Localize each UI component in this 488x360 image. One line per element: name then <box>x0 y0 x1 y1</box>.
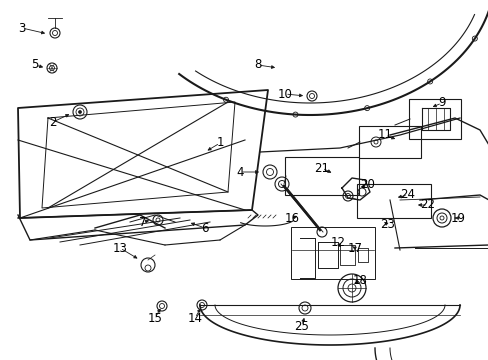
Text: 15: 15 <box>147 311 162 324</box>
Text: 4: 4 <box>236 166 243 179</box>
Text: 23: 23 <box>380 219 395 231</box>
Circle shape <box>79 111 81 113</box>
Text: 7: 7 <box>139 216 146 229</box>
Text: 20: 20 <box>360 179 375 192</box>
Text: 16: 16 <box>284 211 299 225</box>
Text: 17: 17 <box>347 242 362 255</box>
Text: 9: 9 <box>437 96 445 109</box>
Text: 11: 11 <box>377 129 392 141</box>
Text: 21: 21 <box>314 162 329 175</box>
Text: 13: 13 <box>112 242 127 255</box>
Text: 14: 14 <box>187 311 202 324</box>
Text: 19: 19 <box>449 211 465 225</box>
Text: 1: 1 <box>216 136 224 149</box>
Text: 2: 2 <box>49 116 57 129</box>
Text: 18: 18 <box>352 274 366 287</box>
Text: 25: 25 <box>294 320 309 333</box>
Text: 8: 8 <box>254 58 261 72</box>
Text: 12: 12 <box>330 235 345 248</box>
Text: 22: 22 <box>420 198 435 211</box>
Text: 5: 5 <box>31 58 39 72</box>
Text: 3: 3 <box>18 22 26 35</box>
Text: 10: 10 <box>277 87 292 100</box>
Text: 24: 24 <box>400 189 415 202</box>
Text: 6: 6 <box>201 221 208 234</box>
